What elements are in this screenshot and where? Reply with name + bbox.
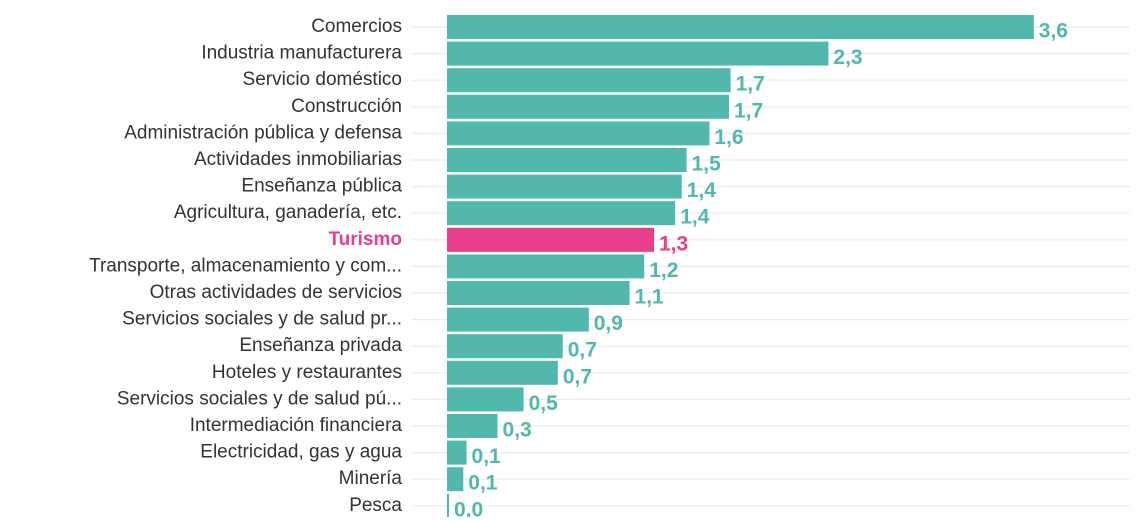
bar xyxy=(447,15,1034,39)
category-label: Otras actividades de servicios xyxy=(150,282,402,303)
category-label: Turismo xyxy=(328,229,402,250)
value-label: 3,6 xyxy=(1039,20,1068,43)
bar xyxy=(447,467,464,492)
bar xyxy=(447,121,710,146)
bar xyxy=(447,307,589,332)
value-label: 1,6 xyxy=(714,126,743,149)
category-label: Servicios sociales y de salud pr... xyxy=(122,309,402,330)
value-label: 0,7 xyxy=(568,339,597,362)
value-label: 0,9 xyxy=(594,312,623,335)
bar xyxy=(447,41,829,66)
value-label: 1,5 xyxy=(692,153,722,176)
value-label: 0,3 xyxy=(503,419,532,442)
value-label: 0,7 xyxy=(563,365,592,388)
category-label: Enseñanza privada xyxy=(239,335,402,356)
category-label: Minería xyxy=(339,468,403,489)
category-label: Transporte, almacenamiento y com... xyxy=(89,255,402,276)
category-label: Intermediación financiera xyxy=(190,415,403,436)
category-label: Pesca xyxy=(349,495,402,516)
value-label: 0,0 xyxy=(454,498,483,517)
category-label: Agricultura, ganadería, etc. xyxy=(174,202,402,223)
bar xyxy=(447,281,630,305)
bar xyxy=(447,94,729,119)
category-label: Enseñanza pública xyxy=(241,176,402,197)
category-label: Comercios xyxy=(311,16,402,37)
category-label: Electricidad, gas y agua xyxy=(200,442,402,463)
bar xyxy=(447,414,498,438)
value-label: 1,4 xyxy=(680,206,710,229)
bar xyxy=(447,148,687,172)
value-label: 1,2 xyxy=(649,259,678,282)
bar xyxy=(447,360,558,385)
value-label: 1,3 xyxy=(659,232,688,255)
value-label: 1,7 xyxy=(734,99,763,122)
bar xyxy=(447,68,731,93)
bar xyxy=(447,493,449,518)
category-label: Actividades inmobiliarias xyxy=(194,149,402,170)
bar xyxy=(447,440,467,465)
bar xyxy=(447,387,524,412)
bar xyxy=(447,254,645,279)
category-label: Servicios sociales y de salud pú... xyxy=(117,388,402,409)
bar xyxy=(447,334,563,359)
value-label: 0,1 xyxy=(468,472,498,495)
category-label: Servicio doméstico xyxy=(243,69,402,90)
value-label: 1,7 xyxy=(736,73,765,96)
value-label: 0,5 xyxy=(529,392,559,415)
category-label: Administración pública y defensa xyxy=(124,122,402,143)
category-label: Hoteles y restaurantes xyxy=(212,362,402,383)
bar xyxy=(447,201,676,226)
bar xyxy=(447,174,682,199)
category-label: Industria manufacturera xyxy=(201,43,402,64)
value-label: 1,1 xyxy=(635,286,665,309)
category-label: Construcción xyxy=(291,96,402,117)
value-label: 2,3 xyxy=(833,46,862,69)
value-label: 1,4 xyxy=(687,179,717,202)
bar xyxy=(447,227,655,252)
value-label: 0,1 xyxy=(472,445,502,468)
